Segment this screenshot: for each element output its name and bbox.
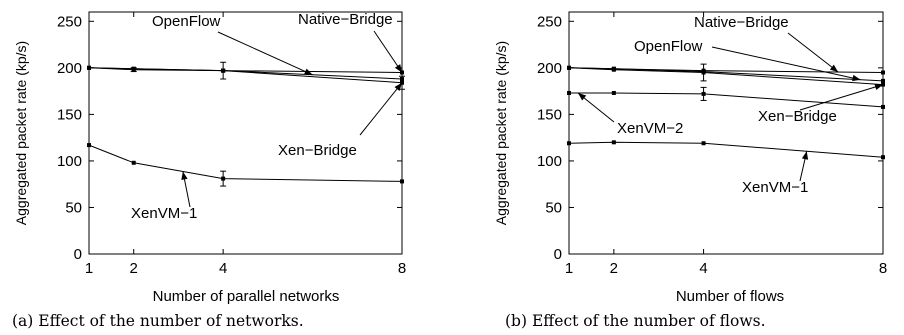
annotation-arrow-head [829,64,839,72]
annotation: Native−Bridge [694,14,839,73]
series-line [568,141,884,158]
annotation-arrow-head [181,171,188,180]
annotation: Xen−Bridge [278,82,403,159]
data-point [567,141,571,146]
annotation-label: XenVM−2 [617,120,683,137]
y-tick-label: 100 [537,153,562,170]
annotation-arrow-head [874,83,883,90]
series-2 [567,63,885,87]
data-point [567,65,571,70]
annotation: Xen−Bridge [758,83,884,125]
plot-frame [88,11,403,255]
annotation-label: OpenFlow [152,13,221,30]
x-tick-label: 1 [565,260,573,277]
x-tick-label: 1 [85,260,93,277]
x-axis-label: Number of parallel networks [153,288,340,305]
figure-caption: (b) Effect of the number of flows. [505,312,766,330]
y-tick-label: 200 [537,60,562,77]
annotation-arrow-line [787,32,839,73]
data-point [611,67,616,72]
data-point [881,70,885,75]
y-axis-label: Aggregated packet rate (kp/s) [13,41,29,225]
annotation-arrow-head [394,64,402,73]
y-tick-label: 0 [554,246,562,263]
annotation-arrow-head [578,93,587,101]
series-line [88,144,403,182]
y-tick-label: 250 [537,13,562,30]
series-4 [567,140,885,160]
data-point [87,65,91,70]
chart-panel-a: 0 50 100 150 200 250 1 2 4 8 Number of parallel ne… [12,11,406,330]
annotation-arrow-line [711,46,861,81]
series-2 [87,61,405,90]
x-tick-label: 2 [610,260,618,277]
data-point [881,78,885,83]
data-point [881,155,885,160]
annotation-arrow-line [217,31,313,76]
y-tick-label: 100 [57,153,82,170]
annotation-label: Xen−Bridge [278,142,357,159]
annotation-arrow-head [801,151,809,160]
figure-caption: (a) Effect of the number of networks. [12,312,304,330]
annotation-arrow-line [373,30,403,73]
annotation: Native−Bridge [298,11,403,73]
annotation-label: OpenFlow [634,38,703,55]
annotation-label: Xen−Bridge [758,108,837,125]
annotation-label: XenVM−1 [131,205,197,222]
x-tick-label: 2 [130,260,138,277]
annotation-label: Native−Bridge [298,11,393,28]
data-point [400,179,404,184]
annotation-arrow-head [394,82,402,91]
series-line [569,92,884,108]
data-point [611,90,616,95]
annotation: XenVM−1 [742,151,808,196]
y-tick-label: 150 [537,106,562,123]
data-point [567,90,571,95]
data-point [701,91,706,96]
chart-panel-b: 0 50 100 150 200 250 1 2 4 8 Number of flows Aggreg… [493,11,887,330]
annotation-arrow-head [852,74,861,82]
annotation-arrow-line [359,82,403,136]
x-tick-label: 8 [398,260,406,277]
annotation-label: XenVM−1 [742,179,808,196]
data-point [131,67,136,72]
annotation-label: Native−Bridge [694,14,789,31]
series-line [88,67,403,84]
data-point [611,140,616,145]
annotation: OpenFlow [152,13,313,76]
x-tick-label: 4 [219,260,227,277]
data-point [881,104,885,109]
data-point [701,141,706,146]
series-3 [567,86,885,109]
y-tick-label: 50 [65,199,82,216]
plot-frame [568,11,884,255]
y-tick-label: 200 [57,60,82,77]
x-tick-label: 8 [879,260,887,277]
y-tick-label: 0 [74,246,82,263]
annotation: OpenFlow [634,38,861,82]
data-point [131,160,136,165]
data-point [701,70,706,75]
y-tick-label: 250 [57,13,82,30]
annotation: XenVM−1 [131,171,197,222]
annotation-arrow-head [304,68,313,75]
annotation: XenVM−2 [577,92,683,137]
data-point [221,176,226,181]
y-tick-label: 50 [545,199,562,216]
x-tick-label: 4 [699,260,707,277]
x-axis-label: Number of flows [676,288,784,305]
series-3 [87,143,404,187]
y-tick-label: 150 [57,106,82,123]
y-axis-label: Aggregated packet rate (kp/s) [493,41,509,225]
data-point [221,68,226,73]
data-point [87,143,91,148]
annotation-arrow-line [799,84,884,111]
series-line [568,67,884,86]
